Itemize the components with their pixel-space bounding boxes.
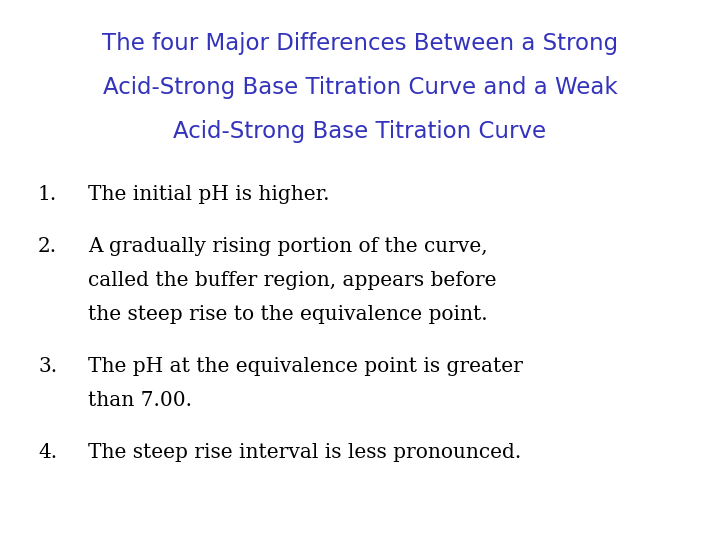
- Text: called the buffer region, appears before: called the buffer region, appears before: [88, 271, 497, 290]
- Text: than 7.00.: than 7.00.: [88, 391, 192, 410]
- Text: Acid-Strong Base Titration Curve and a Weak: Acid-Strong Base Titration Curve and a W…: [103, 76, 617, 99]
- Text: Acid-Strong Base Titration Curve: Acid-Strong Base Titration Curve: [174, 120, 546, 143]
- Text: 1.: 1.: [38, 185, 58, 204]
- Text: A gradually rising portion of the curve,: A gradually rising portion of the curve,: [88, 237, 487, 256]
- Text: 3.: 3.: [38, 357, 57, 376]
- Text: The pH at the equivalence point is greater: The pH at the equivalence point is great…: [88, 357, 523, 376]
- Text: 2.: 2.: [38, 237, 57, 256]
- Text: 4.: 4.: [38, 443, 57, 462]
- Text: The initial pH is higher.: The initial pH is higher.: [88, 185, 330, 204]
- Text: The steep rise interval is less pronounced.: The steep rise interval is less pronounc…: [88, 443, 521, 462]
- Text: The four Major Differences Between a Strong: The four Major Differences Between a Str…: [102, 32, 618, 55]
- Text: the steep rise to the equivalence point.: the steep rise to the equivalence point.: [88, 305, 487, 324]
